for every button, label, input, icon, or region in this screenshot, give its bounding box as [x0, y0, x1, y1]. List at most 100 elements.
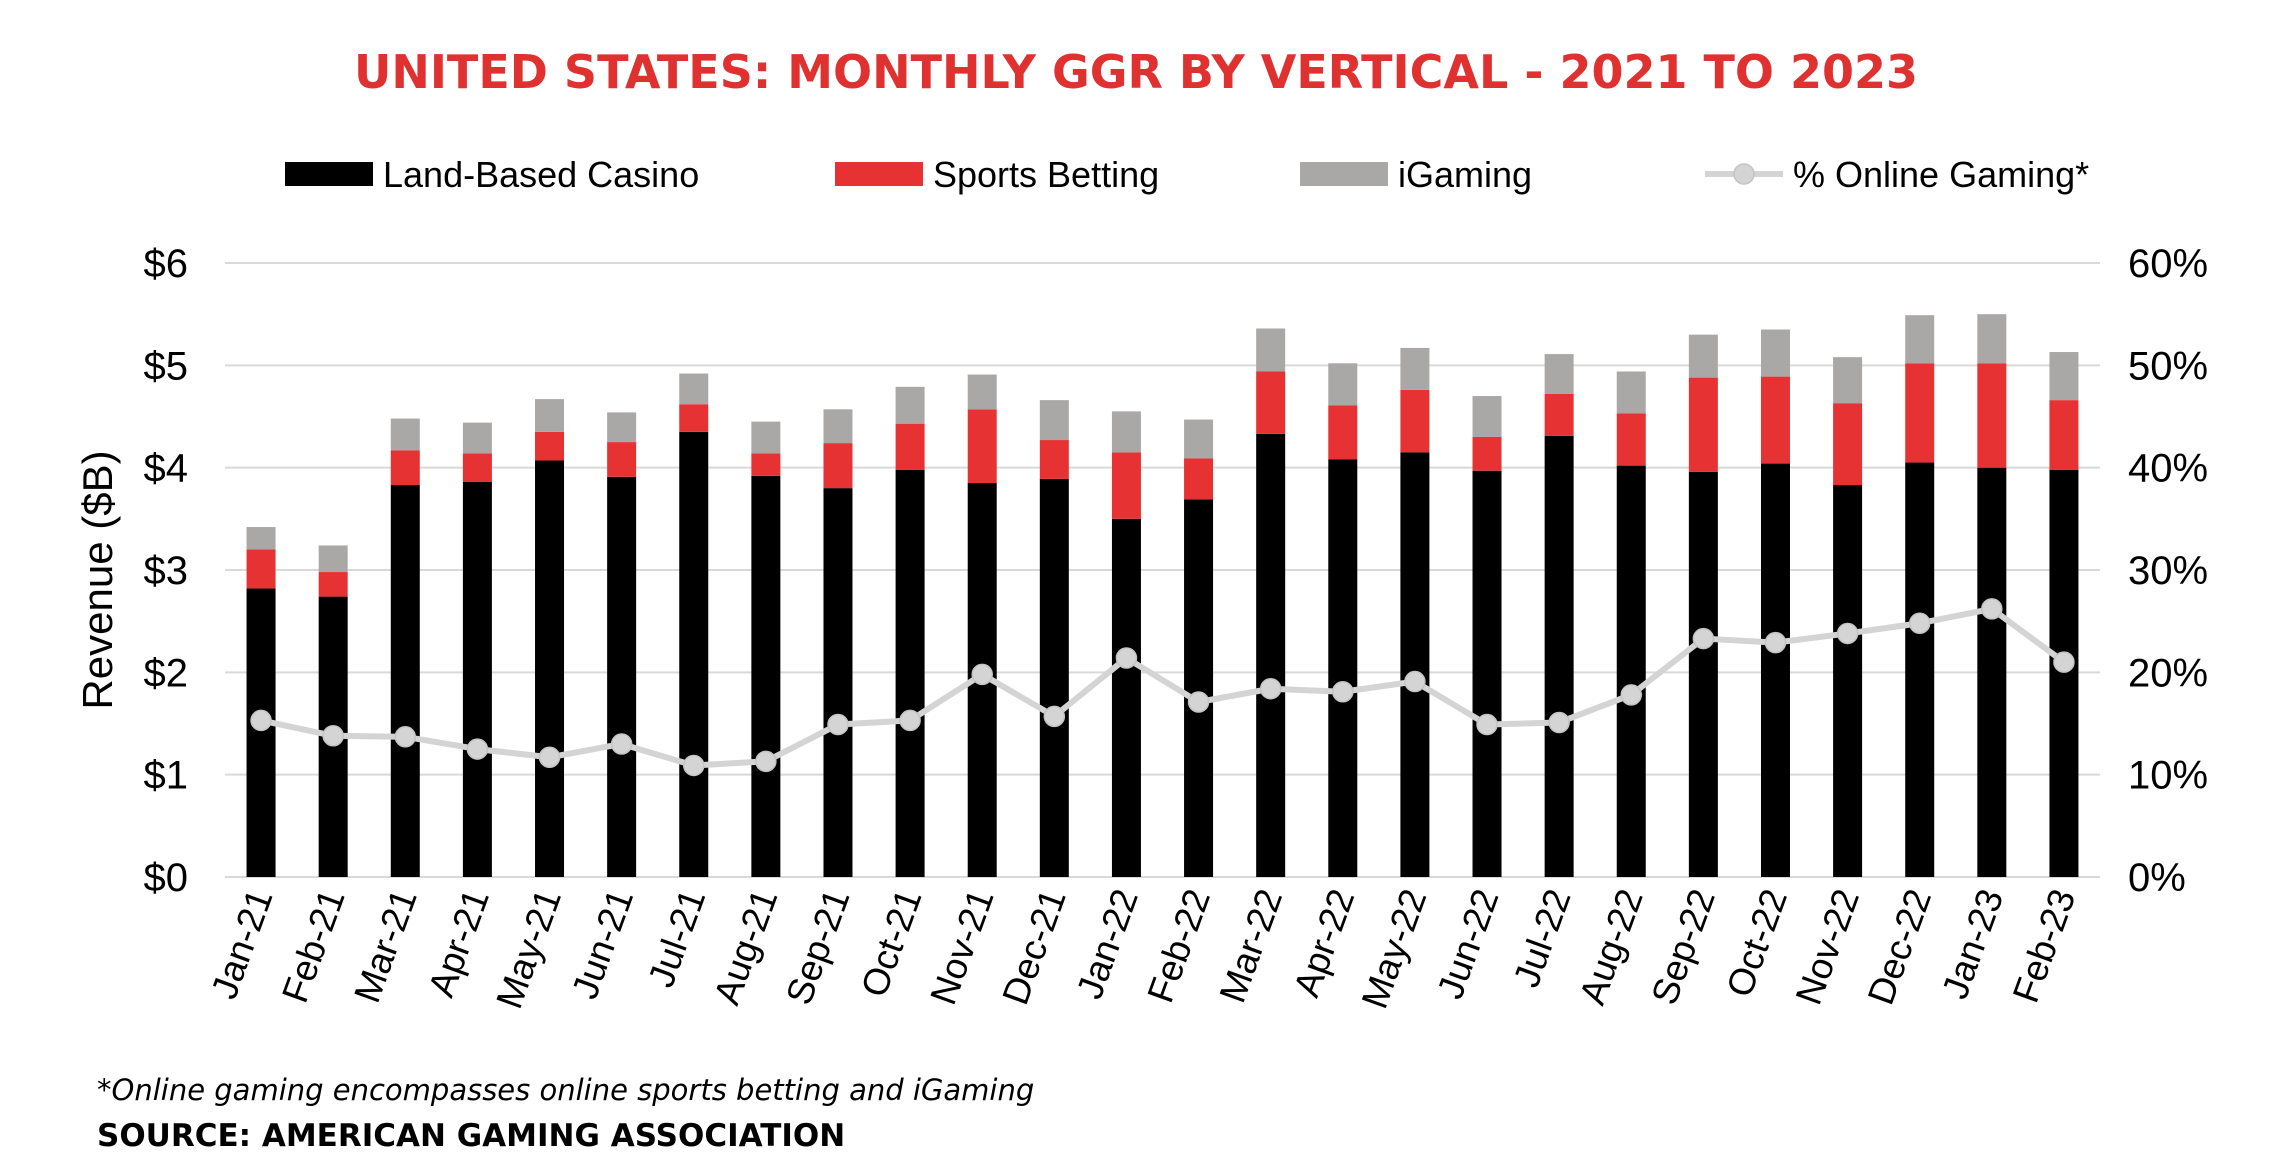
- y2-tick-label: 60%: [2128, 242, 2208, 286]
- bar-sports-betting: [1039, 440, 1069, 479]
- bar-sports-betting: [751, 453, 781, 476]
- x-tick-label: Apr-22: [1286, 884, 1363, 1002]
- bar-land-based-casino: [1472, 470, 1502, 877]
- line-point: [1404, 670, 1426, 693]
- line-point: [1981, 598, 2003, 620]
- bar-land-based-casino: [1905, 462, 1935, 877]
- x-tick-label: Mar-21: [346, 884, 425, 1008]
- line-point: [899, 709, 921, 732]
- line-point: [250, 709, 272, 732]
- bar-land-based-casino: [1111, 518, 1141, 877]
- x-tick-label: Aug-21: [706, 884, 785, 1010]
- x-tick-label: Jan-22: [1069, 884, 1146, 1004]
- bar-sports-betting: [462, 453, 492, 482]
- x-tick-label: Feb-21: [274, 884, 353, 1008]
- chart-title: UNITED STATES: MONTHLY GGR BY VERTICAL -…: [354, 45, 1918, 99]
- x-tick-label: Dec-22: [1860, 884, 1939, 1010]
- bar-igaming: [390, 418, 420, 451]
- footnote: *Online gaming encompasses online sports…: [97, 1073, 1034, 1107]
- bar-land-based-casino: [607, 476, 637, 877]
- bar-sports-betting: [535, 431, 565, 461]
- bar-igaming: [318, 545, 348, 573]
- line-point: [394, 726, 417, 748]
- bar-land-based-casino: [2049, 469, 2079, 877]
- x-tick-label: May-22: [1354, 884, 1435, 1014]
- line-point: [1115, 647, 1138, 669]
- bar-igaming: [823, 409, 853, 444]
- bar-land-based-casino: [895, 469, 925, 877]
- bar-sports-betting: [1184, 458, 1214, 500]
- y-axis-right: 0% 10% 20% 30% 40% 50% 60%: [2128, 242, 2208, 900]
- x-tick-label: Jan-23: [1934, 884, 2011, 1004]
- bar-sports-betting: [823, 443, 853, 489]
- bar-land-based-casino: [679, 431, 709, 877]
- line-point: [322, 725, 344, 747]
- x-tick-label: Dec-21: [995, 884, 1074, 1010]
- bar-land-based-casino: [1544, 435, 1574, 877]
- x-tick-label: Feb-22: [1139, 884, 1218, 1008]
- bar-sports-betting: [1833, 403, 1863, 486]
- line-path: [260, 605, 2066, 769]
- bar-igaming: [1688, 334, 1718, 378]
- bar-sports-betting: [679, 404, 709, 432]
- line-point: [755, 750, 777, 773]
- bar-land-based-casino: [1328, 459, 1358, 877]
- y-tick-label: $2: [144, 651, 189, 695]
- x-tick-label: Apr-21: [420, 884, 497, 1002]
- bar-igaming: [1111, 411, 1141, 453]
- bar-land-based-casino: [1039, 478, 1069, 877]
- line-point: [1764, 631, 1787, 654]
- line-point: [1476, 713, 1498, 736]
- legend-label: Sports Betting: [933, 154, 1159, 195]
- y-axis-label: Revenue ($B): [74, 450, 121, 709]
- x-tick-label: Jul-21: [640, 884, 713, 993]
- y-tick-label: $4: [144, 447, 189, 491]
- legend-swatch: [835, 162, 923, 186]
- bar-sports-betting: [1472, 436, 1502, 471]
- bar-sports-betting: [967, 409, 997, 484]
- line-point: [1836, 622, 1859, 645]
- x-tick-label: Sep-22: [1644, 884, 1723, 1010]
- x-tick-label: Sep-21: [778, 884, 857, 1010]
- x-tick-label: Mar-22: [1212, 884, 1291, 1008]
- bar-igaming: [535, 399, 565, 432]
- bar-sports-betting: [1111, 452, 1141, 519]
- line-point: [1908, 612, 1931, 634]
- bar-igaming: [1977, 314, 2007, 364]
- x-tick-label: Aug-22: [1571, 884, 1650, 1010]
- bar-sports-betting: [607, 442, 637, 477]
- bar-igaming: [967, 374, 997, 410]
- bar-igaming: [607, 412, 637, 443]
- y2-tick-label: 20%: [2128, 651, 2208, 695]
- y2-tick-label: 0%: [2128, 856, 2186, 900]
- bar-igaming: [1328, 363, 1358, 406]
- x-tick-label: Nov-22: [1788, 884, 1867, 1010]
- legend-label: iGaming: [1398, 154, 1532, 195]
- line-point: [1259, 677, 1282, 700]
- y2-tick-label: 50%: [2128, 344, 2208, 388]
- y-tick-label: $5: [144, 344, 189, 388]
- y2-tick-label: 10%: [2128, 754, 2208, 798]
- bar-igaming: [1616, 371, 1646, 414]
- bar-land-based-casino: [751, 475, 781, 877]
- legend: Land-Based Casino Sports Betting iGaming % …: [285, 154, 2089, 195]
- line-point: [971, 663, 993, 686]
- bar-land-based-casino: [1256, 433, 1286, 877]
- bar-land-based-casino: [535, 460, 565, 877]
- line-point: [1332, 681, 1354, 703]
- line-point: [1548, 711, 1570, 734]
- y-tick-label: $6: [144, 242, 189, 286]
- bar-land-based-casino: [1616, 465, 1646, 877]
- line-point: [1620, 684, 1642, 706]
- line-point: [1187, 691, 1210, 713]
- source-note: SOURCE: AMERICAN GAMING ASSOCIATION: [97, 1118, 845, 1154]
- bar-sports-betting: [1400, 389, 1430, 453]
- bar-sports-betting: [246, 549, 276, 589]
- bar-land-based-casino: [823, 488, 853, 877]
- bar-igaming: [246, 527, 276, 550]
- bar-sports-betting: [1544, 393, 1574, 436]
- y2-tick-label: 30%: [2128, 549, 2208, 593]
- bar-land-based-casino: [462, 481, 492, 877]
